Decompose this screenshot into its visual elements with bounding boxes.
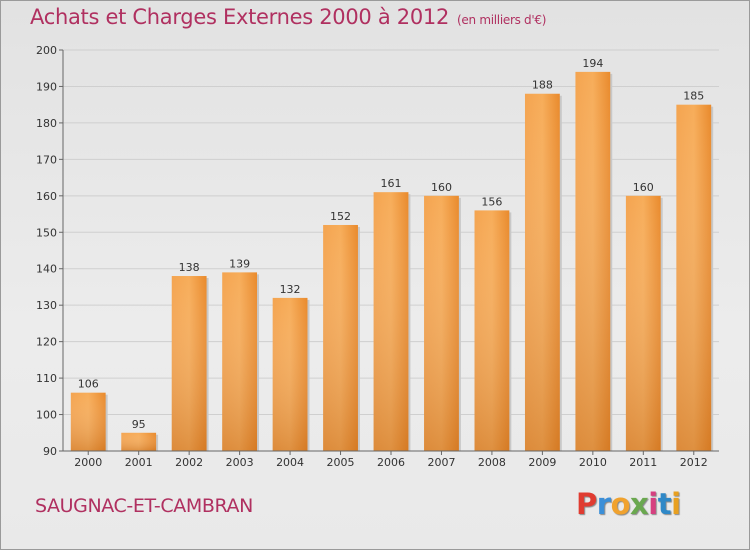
x-tick-label: 2000	[74, 456, 102, 469]
x-tick-label: 2004	[276, 456, 304, 469]
bar-shade	[171, 276, 207, 451]
y-tick-label: 130	[36, 299, 57, 312]
x-tick-label: 2006	[377, 456, 405, 469]
proxiti-logo: Proxiti	[576, 487, 681, 527]
logo-letter: x	[630, 487, 649, 521]
bar-shade	[676, 104, 712, 451]
y-tick-label: 150	[36, 226, 57, 239]
logo-letter: t	[657, 487, 672, 521]
bar-value-label: 152	[330, 210, 351, 223]
y-tick-label: 120	[36, 336, 57, 349]
bar-value-label: 138	[179, 261, 200, 274]
x-tick-label: 2002	[175, 456, 203, 469]
bar-shade	[121, 432, 157, 451]
bar-value-label: 132	[280, 283, 301, 296]
bar-shade	[474, 210, 510, 451]
y-tick-label: 190	[36, 80, 57, 93]
bar-shade	[70, 392, 106, 451]
x-tick-label: 2012	[680, 456, 708, 469]
bar-value-label: 160	[633, 181, 654, 194]
chart-subtitle: (en milliers d'€)	[457, 13, 547, 27]
x-tick-label: 2007	[427, 456, 455, 469]
x-tick-label: 2001	[125, 456, 153, 469]
bar-value-label: 194	[582, 57, 603, 70]
y-tick-label: 140	[36, 263, 57, 276]
bar-value-label: 139	[229, 257, 250, 270]
x-tick-label: 2011	[629, 456, 657, 469]
logo-letter: P	[576, 487, 597, 521]
y-tick-label: 160	[36, 190, 57, 203]
bar-shade	[373, 192, 409, 451]
chart-title-text: Achats et Charges Externes 2000 à 2012	[30, 5, 450, 29]
logo-letter: i	[671, 487, 681, 521]
bar-value-label: 95	[132, 418, 146, 431]
x-tick-label: 2010	[579, 456, 607, 469]
commune-name: SAUGNAC-ET-CAMBRAN	[35, 495, 253, 517]
bar-shade	[524, 93, 560, 451]
bar-shade	[625, 195, 661, 451]
bar-value-label: 185	[683, 90, 704, 103]
logo-letter: r	[596, 487, 611, 521]
bar-shade	[272, 297, 308, 451]
y-tick-label: 110	[36, 372, 57, 385]
bar-shade	[575, 71, 611, 451]
chart-title: Achats et Charges Externes 2000 à 2012 (e…	[30, 5, 546, 29]
y-tick-label: 200	[36, 44, 57, 57]
x-tick-label: 2005	[327, 456, 355, 469]
bar-shade	[323, 224, 358, 451]
x-tick-label: 2003	[226, 456, 254, 469]
x-tick-label: 2008	[478, 456, 506, 469]
bar-shade	[222, 272, 258, 451]
logo-letter: i	[648, 487, 658, 521]
bar-value-label: 106	[78, 378, 99, 391]
x-tick-label: 2009	[528, 456, 556, 469]
bar-value-label: 156	[481, 195, 502, 208]
y-tick-label: 170	[36, 153, 57, 166]
y-tick-label: 90	[43, 445, 57, 458]
y-tick-label: 180	[36, 117, 57, 130]
bar-value-label: 188	[532, 79, 553, 92]
bar-shade	[424, 195, 459, 451]
bar-value-label: 160	[431, 181, 452, 194]
logo-letter: o	[610, 487, 631, 521]
y-tick-label: 100	[36, 409, 57, 422]
bar-value-label: 161	[381, 177, 402, 190]
